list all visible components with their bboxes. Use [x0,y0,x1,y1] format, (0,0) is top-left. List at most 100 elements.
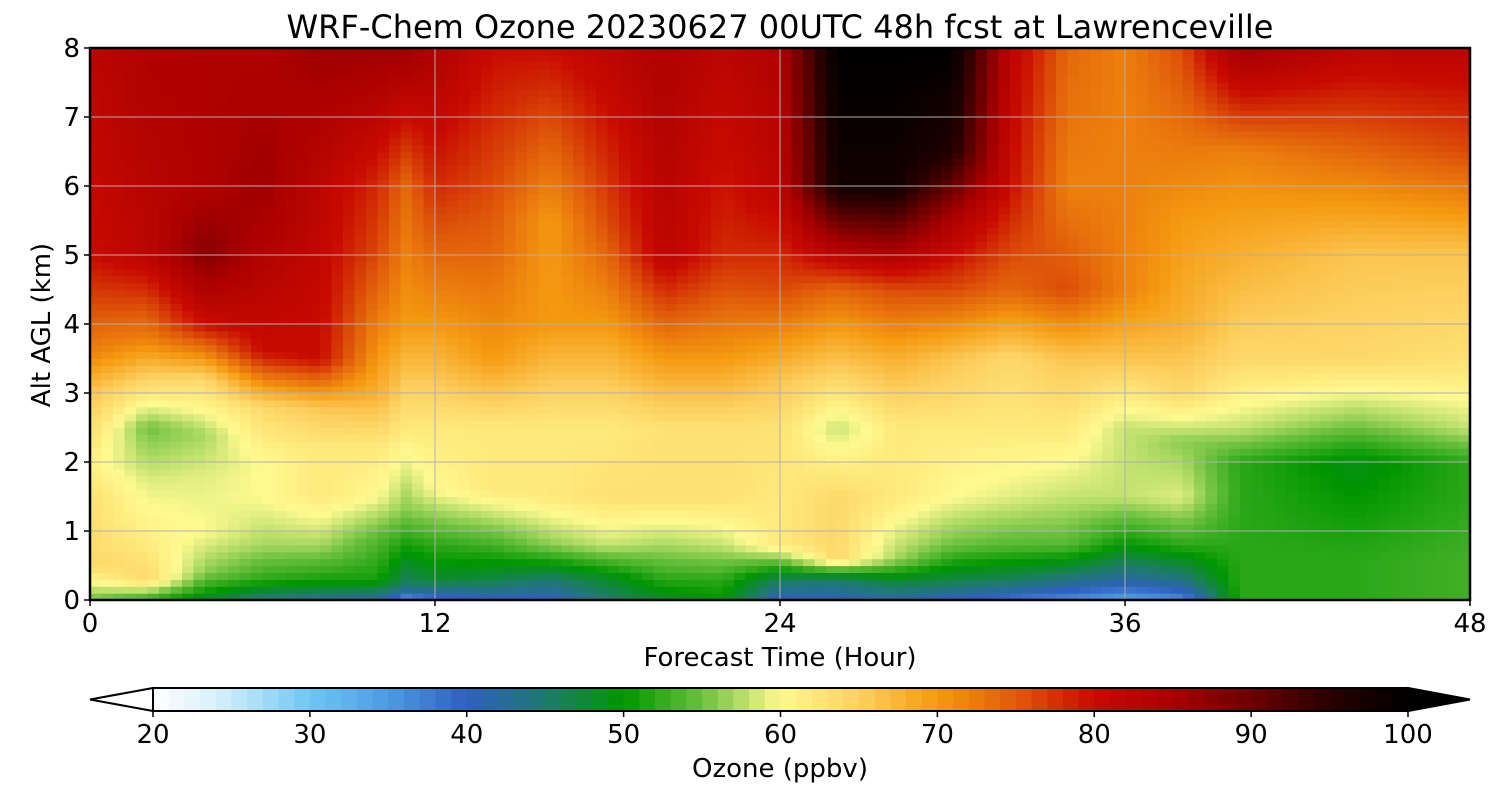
heatmap-cell [492,558,505,567]
heatmap-cell [561,503,574,511]
heatmap-cell [458,241,471,249]
heatmap-cell [136,96,149,104]
heatmap-cell [722,268,735,277]
heatmap-cell [251,192,264,201]
heatmap-cell [573,427,586,435]
heatmap-cell [791,482,804,491]
heatmap-cell [711,303,724,311]
heatmap-cell [527,137,540,146]
heatmap-cell [711,186,724,194]
heatmap-cell [205,434,218,442]
heatmap-cell [274,572,287,580]
heatmap-cell [343,544,356,553]
heatmap-cell [699,517,712,525]
heatmap-cell [699,503,712,511]
heatmap-cell [193,103,206,111]
heatmap-cell [251,517,264,525]
heatmap-cell [504,206,517,215]
heatmap-cell [435,330,448,339]
heatmap-cell [446,413,459,422]
heatmap-cell [550,192,563,201]
heatmap-cell [596,61,609,70]
heatmap-cell [757,524,770,532]
heatmap-cell [699,393,712,401]
heatmap-cell [354,551,367,560]
heatmap-cell [734,593,747,601]
heatmap-cell [389,48,402,56]
heatmap-cell [90,572,103,580]
heatmap-cell [308,261,321,270]
heatmap-cell [745,558,758,567]
heatmap-cell [446,572,459,580]
heatmap-cell [90,462,103,470]
heatmap-cell [607,89,620,97]
heatmap-cell [239,365,252,373]
heatmap-cell [676,103,689,111]
heatmap-cell [308,117,321,125]
heatmap-cell [193,544,206,553]
heatmap-cell [550,551,563,560]
heatmap-cell [377,524,390,532]
heatmap-cell [147,82,160,90]
heatmap-cell [205,103,218,111]
heatmap-cell [285,255,298,263]
heatmap-cell [458,303,471,311]
heatmap-cell [780,151,793,159]
heatmap-cell [538,89,551,97]
heatmap-cell [354,455,367,463]
heatmap-cell [757,275,770,284]
heatmap-cell [274,420,287,429]
heatmap-cell [101,192,114,201]
heatmap-cell [366,344,379,353]
heatmap-cell [492,441,505,449]
heatmap-cell [584,220,597,228]
heatmap-cell [653,586,666,594]
heatmap-cell [584,213,597,222]
heatmap-cell [538,144,551,153]
heatmap-cell [492,241,505,249]
heatmap-cell [699,558,712,567]
heatmap-cell [412,537,425,546]
heatmap-cell [320,468,333,477]
heatmap-cell [377,151,390,159]
heatmap-cell [320,268,333,277]
heatmap-cell [676,579,689,587]
heatmap-cell [113,137,126,146]
heatmap-cell [561,427,574,435]
heatmap-cell [101,199,114,208]
heatmap-cell [722,186,735,194]
heatmap-cell [527,324,540,332]
heatmap-cell [297,337,310,346]
heatmap-cell [435,103,448,111]
heatmap-cell [124,248,137,256]
heatmap-cell [308,179,321,187]
heatmap-cell [262,61,275,70]
heatmap-cell [377,475,390,484]
heatmap-cell [262,317,275,325]
heatmap-cell [216,482,229,491]
heatmap-cell [101,434,114,442]
heatmap-cell [780,441,793,449]
heatmap-cell [389,289,402,297]
heatmap-cell [458,448,471,456]
heatmap-cell [90,89,103,97]
heatmap-cell [170,531,183,539]
heatmap-cell [285,427,298,435]
heatmap-cell [699,317,712,325]
heatmap-cell [205,199,218,208]
heatmap-cell [653,110,666,118]
heatmap-cell [734,524,747,532]
heatmap-cell [239,510,252,518]
heatmap-cell [366,496,379,504]
heatmap-cell [412,448,425,456]
heatmap-cell [630,441,643,449]
heatmap-cell [239,117,252,125]
heatmap-cell [688,448,701,456]
heatmap-cell [734,510,747,518]
heatmap-cell [573,54,586,63]
heatmap-cell [607,255,620,263]
heatmap-cell [147,427,160,435]
heatmap-cell [320,61,333,70]
heatmap-cell [469,296,482,304]
heatmap-cell [331,82,344,90]
